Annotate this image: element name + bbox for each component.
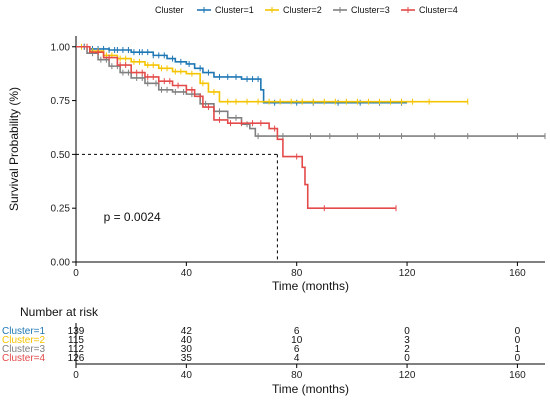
km-curve-cluster-1 [76, 45, 408, 104]
km-plot: 0 40 80 120 160 0.00 0.25 0.50 0.75 1.00 Time (mon… [7, 36, 546, 293]
risk-count: 30 [181, 344, 193, 355]
risk-count: 0 [515, 326, 521, 337]
x-tick-label: 80 [291, 268, 303, 279]
risk-row-label-cluster-2: Cluster=2 [2, 335, 46, 346]
risk-count: 6 [294, 344, 300, 355]
risk-x-tick-label: 120 [399, 370, 416, 381]
km-curves [76, 43, 546, 212]
risk-count: 0 [515, 335, 521, 346]
risk-count: 42 [181, 326, 193, 337]
risk-count: 40 [181, 335, 193, 346]
y-tick-label: 0.25 [51, 204, 71, 215]
risk-count: 0 [404, 326, 410, 337]
km-curve-cluster-2 [76, 45, 468, 103]
risk-count: 10 [291, 335, 303, 346]
x-tick-label: 160 [509, 268, 526, 279]
p-value-label: p = 0.0024 [104, 210, 161, 224]
risk-row-label-cluster-3: Cluster=3 [2, 344, 46, 355]
risk-count: 35 [181, 353, 193, 364]
x-tick-label: 0 [73, 268, 79, 279]
legend-label-cluster-3: Cluster=3 [351, 5, 390, 15]
km-axes: 0 40 80 120 160 0.00 0.25 0.50 0.75 1.00 Time (mon… [7, 36, 545, 293]
risk-x-tick-label: 80 [291, 370, 303, 381]
risk-table-title: Number at risk [20, 305, 99, 319]
legend-label-cluster-2: Cluster=2 [283, 5, 322, 15]
risk-count: 6 [294, 326, 300, 337]
risk-x-tick-label: 40 [181, 370, 193, 381]
y-tick-label: 0.50 [51, 150, 71, 161]
x-tick-label: 40 [181, 268, 193, 279]
legend-title: Cluster [155, 5, 184, 15]
risk-x-axis-title: Time (months) [272, 382, 349, 396]
legend-label-cluster-1: Cluster=1 [215, 5, 254, 15]
y-axis-title: Survival Probability (%) [7, 87, 21, 211]
risk-count: 0 [404, 353, 410, 364]
legend-label-cluster-4: Cluster=4 [419, 5, 458, 15]
risk-x-tick-label: 0 [73, 370, 79, 381]
y-tick-label: 0.75 [51, 96, 71, 107]
risk-count: 3 [404, 335, 410, 346]
risk-row-label-cluster-1: Cluster=1 [2, 326, 46, 337]
x-axis-title: Time (months) [272, 279, 349, 293]
risk-count: 0 [515, 353, 521, 364]
risk-count: 4 [294, 353, 300, 364]
risk-count: 1 [515, 344, 521, 355]
km-curve-cluster-4 [76, 45, 397, 209]
x-tick-label: 120 [399, 268, 416, 279]
km-annotations: p = 0.0024 [76, 153, 278, 262]
y-tick-label: 1.00 [51, 42, 71, 53]
risk-row-label-cluster-4: Cluster=4 [2, 353, 46, 364]
legend: Cluster Cluster=1 Cluster=2 Cluster=3 Cluste… [155, 5, 458, 15]
risk-count: 2 [404, 344, 410, 355]
km-curve-cluster-3 [76, 45, 545, 137]
risk-x-tick-label: 160 [509, 370, 526, 381]
y-tick-label: 0.00 [51, 258, 71, 269]
